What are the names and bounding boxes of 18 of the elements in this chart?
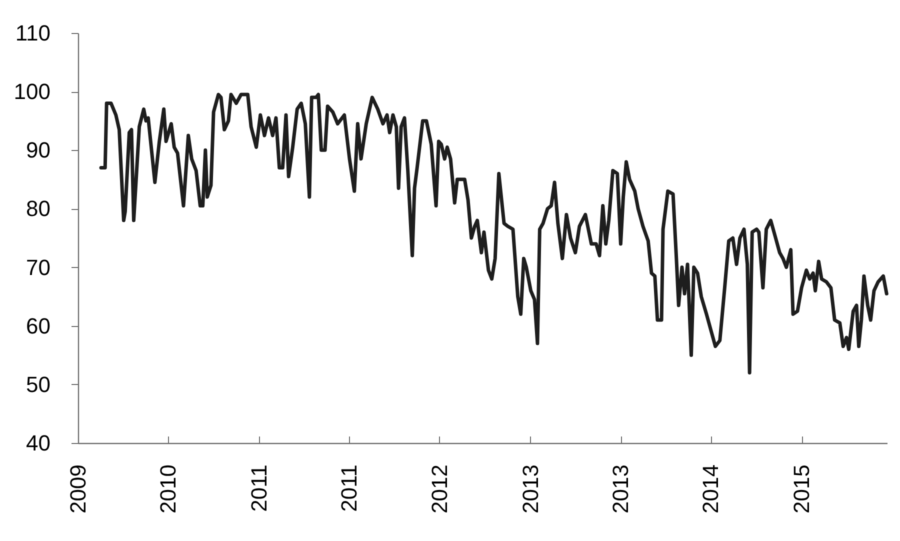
y-tick-label: 80: [26, 196, 50, 222]
x-tick-label: 2013: [608, 464, 634, 514]
x-tick-label: 2013: [518, 464, 543, 514]
x-tick-label: 2015: [789, 464, 814, 514]
line-series: [99, 92, 888, 374]
y-tick-label: 70: [26, 254, 50, 280]
y-tick-label: 60: [26, 313, 50, 338]
x-tick-label: 2010: [155, 464, 180, 514]
y-tick-label: 90: [26, 138, 50, 163]
y-tick-label: 40: [26, 430, 50, 456]
x-tick-label: 2014: [698, 464, 724, 514]
x-tick-label: 2012: [426, 464, 452, 514]
x-tick-label: 2011: [336, 464, 362, 512]
y-tick-label: 110: [15, 20, 50, 46]
x-tick-label: 2009: [66, 464, 90, 514]
y-tick-label: 50: [26, 372, 50, 397]
y-tick-label: 100: [14, 79, 50, 104]
x-tick-label: 2011: [246, 464, 272, 512]
